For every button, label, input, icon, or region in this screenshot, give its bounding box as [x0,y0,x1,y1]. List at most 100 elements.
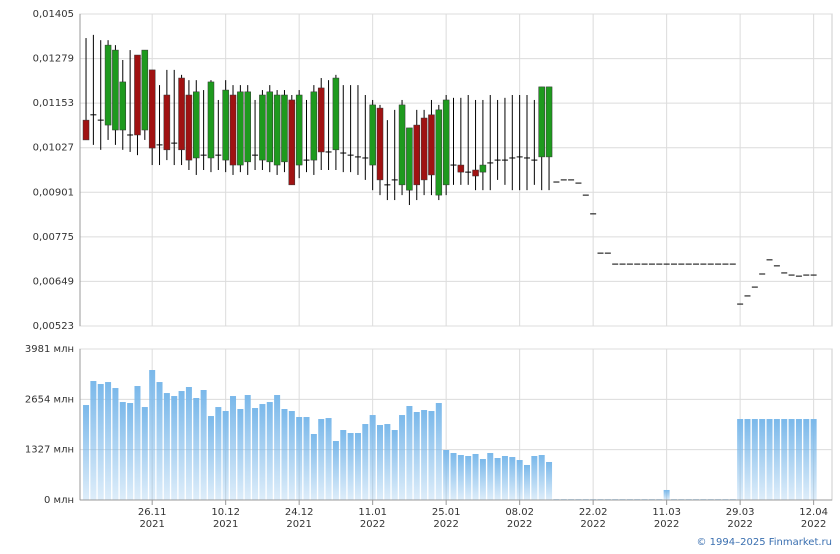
volume-bar [501,456,508,500]
volume-bar [487,453,494,500]
volume-bar [377,425,384,500]
volume-bar [509,457,516,500]
volume-bar [472,453,479,500]
volume-bar [773,419,780,500]
volume-bar [171,396,178,500]
candle-body [141,49,149,131]
x-tick-label: 29.03 2022 [726,507,755,530]
volume-bar [325,418,332,500]
y-tick-label: 3981 млн [25,344,74,355]
volume-bar [531,456,538,500]
volume-bar [428,411,435,500]
volume-bar [399,415,406,500]
volume-bar [127,403,134,500]
volume-bar [332,441,339,500]
candle-body [545,86,553,158]
candle-body [273,94,281,166]
candle-body [288,99,296,186]
volume-bar [149,370,156,500]
candle-body [376,107,384,181]
candle-body [266,91,274,163]
y-tick-label: 0,00901 [33,187,74,198]
x-tick-label: 11.03 2022 [652,507,681,530]
candle-body [185,94,193,161]
candle-body [119,81,127,131]
y-tick-label: 0,00649 [33,276,74,287]
volume-bar [185,387,192,500]
volume-bar [230,396,237,500]
volume-bar [310,434,317,500]
candle-body [237,91,244,166]
volume-bar [369,415,376,500]
volume-bar [354,433,361,500]
volume-bar [296,417,303,500]
candle-body [428,114,435,176]
volume-bar [207,416,214,500]
volume-bar [781,419,788,500]
x-tick-label: 25.01 2022 [432,507,461,530]
price-panel [79,13,833,327]
volume-bar [303,417,310,500]
volume-bar [274,395,281,500]
candle-body [420,117,428,181]
volume-bar [318,419,325,500]
candle-body [369,104,376,166]
volume-bar [435,403,442,500]
y-tick-label: 1327 млн [25,445,74,456]
candle-body [104,44,112,126]
volume-bar [83,405,90,500]
volume-bar [465,456,472,500]
volume-bar [457,455,464,500]
volume-bar [479,458,486,500]
volume-bar [795,419,802,500]
candle-body [82,119,90,141]
volume-bar [759,419,766,500]
volume-bar [413,412,420,500]
x-tick-label: 12.04 2022 [799,507,828,530]
volume-bar [252,408,259,500]
volume-bar [163,393,170,500]
volume-bar [178,391,185,500]
volume-bar [281,409,288,500]
volume-bar [523,464,530,500]
volume-bar [288,411,295,500]
candle-body [332,77,340,151]
volume-bar [244,395,251,500]
candle-body [435,109,443,196]
x-tick-label: 08.02 2022 [505,507,534,530]
candle-body [207,81,215,159]
volume-bar [751,419,758,500]
candle-body [163,94,171,151]
candle-body [295,94,303,166]
candle-body [193,91,200,159]
candle-body [222,89,229,161]
volume-bar [391,430,398,500]
source: © 1994–2025 Finmarket.ru [696,537,832,548]
candle-body [112,49,119,131]
volume-bar [156,382,163,500]
y-tick-label: 0,00775 [33,232,74,243]
candle-body [398,104,406,186]
volume-bar [494,458,501,500]
volume-bar [516,460,523,500]
volume-bar [443,450,450,500]
volume-bar [200,390,207,500]
volume-bar [340,430,347,500]
y-tick-label: 0,01405 [33,9,74,20]
volume-bar [97,384,104,500]
candle-body [259,94,266,161]
x-tick-label: 26.11 2021 [138,507,167,530]
candle-body [244,91,251,163]
volume-bar [384,424,391,500]
y-tick-label: 0,01153 [33,98,74,109]
candle-body [442,99,450,186]
y-tick-label: 0 млн [44,495,74,506]
volume-bar [215,407,222,500]
volume-bar [538,455,545,500]
x-tick-label: 11.01 2022 [358,507,387,530]
volume-bar [546,461,553,500]
candle-body [317,87,325,153]
candle-body [472,169,479,177]
volume-bar [362,424,369,500]
volume-bar [237,409,244,500]
